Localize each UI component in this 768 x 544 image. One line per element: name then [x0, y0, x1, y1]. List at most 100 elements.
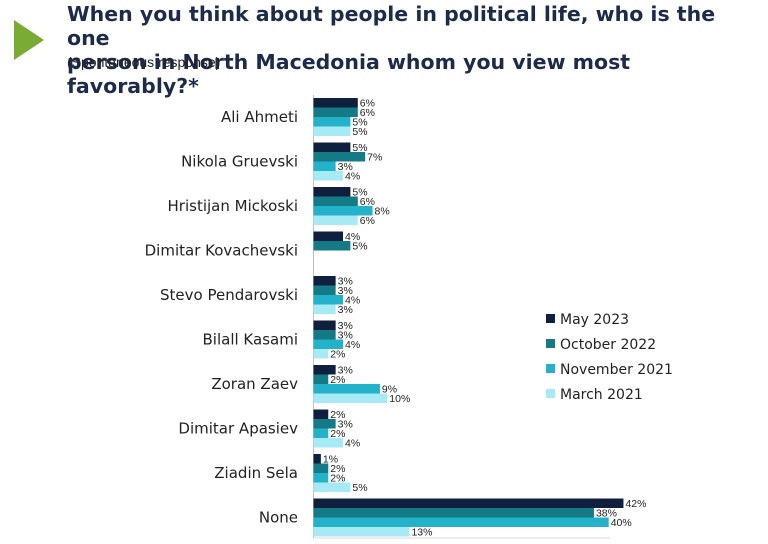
data-label-ali-ahmeti-may-2023: 6% — [360, 98, 375, 110]
data-label-bilall-kasami-march-2021: 2% — [330, 349, 345, 361]
data-label-dimitar-apasiev-march-2021: 4% — [345, 438, 360, 450]
category-label-dimitar-kovachevski: Dimitar Kovachevski — [145, 242, 298, 260]
bar-zoran-zaev-october-2022 — [313, 374, 329, 384]
legend-swatch-may-2023 — [546, 314, 555, 323]
bar-bilall-kasami-october-2022 — [313, 330, 336, 340]
category-label-nikola-gruevski: Nikola Gruevski — [181, 153, 298, 171]
data-label-ali-ahmeti-march-2021: 5% — [352, 126, 367, 138]
chart-title-line2: person in North Macedonia whom you view … — [67, 50, 631, 98]
data-label-dimitar-apasiev-october-2022: 3% — [338, 419, 353, 431]
data-label-zoran-zaev-march-2021: 10% — [389, 393, 410, 405]
bar-hristijan-mickoski-october-2022 — [313, 196, 358, 206]
bar-ziadin-sela-march-2021 — [313, 482, 351, 492]
bar-dimitar-apasiev-may-2023 — [313, 409, 329, 419]
data-label-ziadin-sela-november-2021: 2% — [330, 473, 345, 485]
data-label-bilall-kasami-may-2023: 3% — [338, 320, 353, 332]
data-label-none-november-2021: 40% — [611, 517, 632, 529]
data-label-ziadin-sela-october-2022: 2% — [330, 463, 345, 475]
legend-swatch-march-2021 — [546, 389, 555, 398]
data-label-hristijan-mickoski-october-2022: 6% — [360, 196, 375, 208]
category-label-ali-ahmeti: Ali Ahmeti — [221, 108, 298, 126]
bar-dimitar-kovachevski-october-2022 — [313, 241, 351, 251]
data-label-dimitar-apasiev-november-2021: 2% — [330, 428, 345, 440]
category-label-stevo-pendarovski: Stevo Pendarovski — [160, 286, 298, 304]
chart-subtitle: (Spontaneous response) — [67, 54, 221, 70]
bar-bilall-kasami-may-2023 — [313, 320, 336, 330]
chart-title-line1: When you think about people in political… — [67, 2, 716, 50]
legend-label-may-2023: May 2023 — [560, 312, 629, 328]
play-arrow-icon — [14, 20, 44, 60]
data-label-ali-ahmeti-october-2022: 6% — [360, 107, 375, 119]
category-label-ziadin-sela: Ziadin Sela — [214, 464, 298, 482]
legend-label-march-2021: March 2021 — [560, 387, 643, 403]
bar-stevo-pendarovski-march-2021 — [313, 304, 336, 314]
data-label-nikola-gruevski-march-2021: 4% — [345, 171, 360, 183]
data-label-dimitar-apasiev-may-2023: 2% — [330, 409, 345, 421]
bar-dimitar-kovachevski-may-2023 — [313, 231, 344, 241]
bar-ali-ahmeti-march-2021 — [313, 126, 351, 136]
data-label-bilall-kasami-november-2021: 4% — [345, 339, 360, 351]
bar-dimitar-apasiev-november-2021 — [313, 428, 329, 438]
data-label-ziadin-sela-march-2021: 5% — [352, 482, 367, 494]
data-label-zoran-zaev-october-2022: 2% — [330, 374, 345, 386]
legend-swatch-october-2022 — [546, 339, 555, 348]
bar-ziadin-sela-october-2022 — [313, 463, 329, 473]
data-label-bilall-kasami-october-2022: 3% — [338, 330, 353, 342]
data-label-zoran-zaev-may-2023: 3% — [338, 365, 353, 377]
bar-none-october-2022 — [313, 508, 594, 518]
bar-hristijan-mickoski-march-2021 — [313, 215, 358, 225]
category-label-zoran-zaev: Zoran Zaev — [211, 375, 298, 393]
data-label-hristijan-mickoski-march-2021: 6% — [360, 215, 375, 227]
data-label-nikola-gruevski-november-2021: 3% — [338, 161, 353, 173]
data-label-ali-ahmeti-november-2021: 5% — [352, 117, 367, 129]
data-label-none-october-2022: 38% — [596, 508, 617, 520]
legend-label-november-2021: November 2021 — [560, 362, 673, 378]
category-label-hristijan-mickoski: Hristijan Mickoski — [168, 197, 298, 215]
bar-zoran-zaev-november-2021 — [313, 384, 380, 394]
bar-ali-ahmeti-may-2023 — [313, 98, 358, 108]
bar-bilall-kasami-november-2021 — [313, 339, 344, 349]
bar-nikola-gruevski-march-2021 — [313, 171, 344, 181]
data-label-stevo-pendarovski-march-2021: 3% — [338, 304, 353, 316]
data-label-stevo-pendarovski-october-2022: 3% — [338, 285, 353, 297]
data-label-dimitar-kovachevski-october-2022: 5% — [352, 241, 367, 253]
data-label-nikola-gruevski-may-2023: 5% — [352, 142, 367, 154]
bar-dimitar-apasiev-march-2021 — [313, 438, 344, 448]
bar-zoran-zaev-march-2021 — [313, 393, 388, 403]
data-label-none-march-2021: 13% — [411, 527, 432, 539]
bar-nikola-gruevski-november-2021 — [313, 161, 336, 171]
bar-nikola-gruevski-may-2023 — [313, 142, 351, 152]
bar-dimitar-apasiev-october-2022 — [313, 419, 336, 429]
bar-none-may-2023 — [313, 498, 624, 508]
category-label-none: None — [259, 509, 298, 527]
data-label-ziadin-sela-may-2023: 1% — [323, 454, 338, 466]
category-label-bilall-kasami: Bilall Kasami — [203, 331, 298, 349]
bar-ziadin-sela-may-2023 — [313, 454, 321, 464]
bar-stevo-pendarovski-may-2023 — [313, 276, 336, 286]
data-label-nikola-gruevski-october-2022: 7% — [367, 152, 382, 164]
legend-label-october-2022: October 2022 — [560, 337, 656, 353]
data-label-dimitar-kovachevski-may-2023: 4% — [345, 231, 360, 243]
bar-none-november-2021 — [313, 517, 609, 527]
data-label-stevo-pendarovski-november-2021: 4% — [345, 295, 360, 307]
bar-zoran-zaev-may-2023 — [313, 365, 336, 375]
bar-hristijan-mickoski-may-2023 — [313, 187, 351, 197]
bar-bilall-kasami-march-2021 — [313, 349, 329, 359]
bar-stevo-pendarovski-october-2022 — [313, 285, 336, 295]
bar-stevo-pendarovski-november-2021 — [313, 295, 344, 305]
category-label-dimitar-apasiev: Dimitar Apasiev — [178, 420, 298, 438]
bar-none-march-2021 — [313, 527, 410, 537]
bar-ziadin-sela-november-2021 — [313, 473, 329, 483]
chart-title: When you think about people in political… — [67, 2, 757, 98]
data-label-hristijan-mickoski-may-2023: 5% — [352, 187, 367, 199]
data-label-stevo-pendarovski-may-2023: 3% — [338, 276, 353, 288]
bar-nikola-gruevski-october-2022 — [313, 152, 366, 162]
data-label-zoran-zaev-november-2021: 9% — [382, 384, 397, 396]
data-label-hristijan-mickoski-november-2021: 8% — [375, 206, 390, 218]
bar-hristijan-mickoski-november-2021 — [313, 206, 373, 216]
legend-swatch-november-2021 — [546, 364, 555, 373]
bar-ali-ahmeti-october-2022 — [313, 107, 358, 117]
data-label-none-may-2023: 42% — [625, 498, 646, 510]
